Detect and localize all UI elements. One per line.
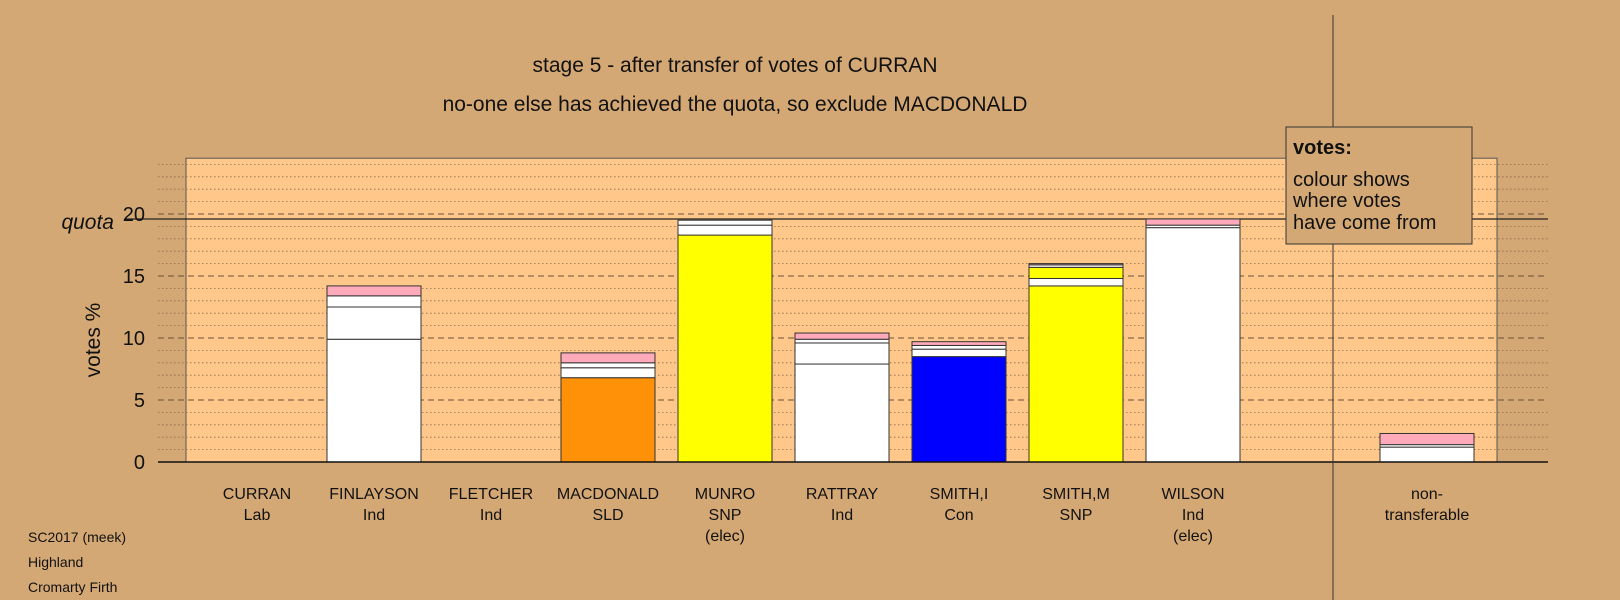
category-label-munro: MUNRO bbox=[695, 486, 755, 503]
category-labels: CURRAN Lab FINLAYSON Ind FLETCHER Ind MACDONAL… bbox=[223, 486, 1470, 545]
bar-smith-m-segment bbox=[1029, 278, 1123, 285]
category-label-wilson: WILSON bbox=[1161, 486, 1224, 503]
category-label-finlayson: Ind bbox=[363, 507, 385, 524]
y-tick-label: 5 bbox=[134, 390, 145, 412]
category-label-wilson: Ind bbox=[1182, 507, 1204, 524]
y-tick-label: 20 bbox=[123, 204, 145, 226]
bar-wilson-segment bbox=[1146, 219, 1240, 225]
bar-finlayson-segment bbox=[327, 307, 421, 339]
category-label-wilson: (elec) bbox=[1173, 528, 1213, 545]
category-label-munro: SNP bbox=[709, 507, 742, 524]
legend-title: votes: bbox=[1293, 137, 1352, 159]
bar-rattray-segment bbox=[795, 343, 889, 364]
bar-nontransferable-segment bbox=[1380, 433, 1474, 444]
category-label-fletcher: FLETCHER bbox=[449, 486, 533, 503]
chart-subtitle: no-one else has achieved the quota, so e… bbox=[443, 93, 1028, 116]
bar-smith-i-segment bbox=[912, 349, 1006, 356]
category-label-curran: Lab bbox=[244, 507, 271, 524]
bar-finlayson-segment bbox=[327, 296, 421, 307]
category-label-smith-i: SMITH,I bbox=[930, 486, 989, 503]
category-label-finlayson: FINLAYSON bbox=[329, 486, 419, 503]
y-axis-label: votes % bbox=[82, 303, 105, 378]
bar-smith-m-segment bbox=[1029, 267, 1123, 278]
category-label-macdonald: SLD bbox=[592, 507, 623, 524]
chart-title: stage 5 - after transfer of votes of CUR… bbox=[533, 54, 938, 77]
legend-line-3: have come from bbox=[1293, 212, 1436, 234]
bar-rattray-segment bbox=[795, 339, 889, 343]
bar-macdonald-segment bbox=[561, 353, 655, 363]
category-label-curran: CURRAN bbox=[223, 486, 291, 503]
category-label-smith-m: SNP bbox=[1060, 507, 1093, 524]
bar-munro-segment bbox=[678, 225, 772, 235]
bar-macdonald-segment bbox=[561, 363, 655, 368]
bar-macdonald-segment bbox=[561, 378, 655, 462]
y-tick-label: 10 bbox=[123, 328, 145, 350]
y-tick-label: 0 bbox=[134, 452, 145, 474]
category-label-smith-i: Con bbox=[944, 507, 973, 524]
bar-macdonald-segment bbox=[561, 368, 655, 378]
bar-munro-segment bbox=[678, 235, 772, 462]
legend-line-1: colour shows bbox=[1293, 169, 1410, 191]
category-label-fletcher: Ind bbox=[480, 507, 502, 524]
category-label-rattray: Ind bbox=[831, 507, 853, 524]
category-label-smith-m: SMITH,M bbox=[1042, 486, 1110, 503]
footer-line-1: SC2017 (meek) bbox=[28, 529, 126, 545]
category-label-macdonald: MACDONALD bbox=[557, 486, 659, 503]
bar-smith-m-segment bbox=[1029, 264, 1123, 265]
bar-nontransferable-segment bbox=[1380, 447, 1474, 462]
bar-smith-i-segment bbox=[912, 345, 1006, 349]
footer-line-3: Cromarty Firth bbox=[28, 579, 117, 595]
nontransferable-label: transferable bbox=[1385, 507, 1470, 524]
footer-line-2: Highland bbox=[28, 554, 83, 570]
category-label-munro: (elec) bbox=[705, 528, 745, 545]
bar-wilson-segment bbox=[1146, 228, 1240, 462]
category-label-rattray: RATTRAY bbox=[806, 486, 879, 503]
bar-finlayson-segment bbox=[327, 286, 421, 296]
bar-smith-i-segment bbox=[912, 357, 1006, 462]
bar-rattray-segment bbox=[795, 364, 889, 462]
nontransferable-label: non- bbox=[1411, 486, 1443, 503]
legend-line-2: where votes bbox=[1292, 190, 1401, 212]
legend: votes: colour shows where votes have com… bbox=[1286, 127, 1472, 244]
quota-label: quota bbox=[61, 211, 114, 234]
bar-rattray-segment bbox=[795, 333, 889, 339]
bar-finlayson-segment bbox=[327, 339, 421, 462]
bar-smith-m-segment bbox=[1029, 286, 1123, 462]
bar-smith-i-segment bbox=[912, 342, 1006, 346]
y-tick-label: 15 bbox=[123, 266, 145, 288]
bar-munro-segment bbox=[678, 220, 772, 225]
